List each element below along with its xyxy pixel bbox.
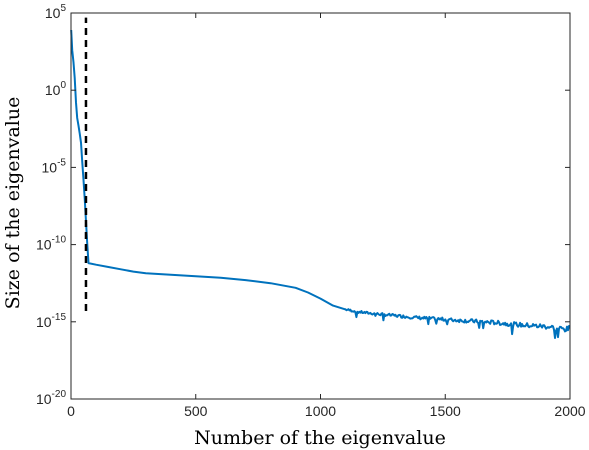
y-tick-label: 10-5 bbox=[42, 157, 67, 175]
x-tick-label: 1500 bbox=[430, 403, 461, 419]
y-tick-label: 10-10 bbox=[36, 235, 66, 253]
y-tick-label: 10-20 bbox=[36, 389, 66, 407]
series-line bbox=[70, 29, 571, 339]
y-axis-label: Size of the eigenvalue bbox=[2, 97, 24, 310]
x-tick-label: 1000 bbox=[305, 403, 336, 419]
plot-background bbox=[71, 13, 570, 399]
x-tick-label: 2000 bbox=[554, 403, 585, 419]
y-tick-label: 100 bbox=[45, 80, 67, 98]
y-tick-label: 10-15 bbox=[36, 312, 66, 330]
series-layer bbox=[70, 29, 571, 339]
y-axis-ticks: 105 100 10-5 10-10 10-15 10-20 bbox=[36, 3, 570, 407]
y-tick-label: 105 bbox=[45, 3, 67, 21]
x-axis-ticks: 0 500 1000 1500 2000 bbox=[67, 13, 586, 419]
x-axis-label: Number of the eigenvalue bbox=[194, 427, 446, 449]
x-tick-label: 500 bbox=[184, 403, 208, 419]
x-tick-label: 0 bbox=[67, 403, 75, 419]
